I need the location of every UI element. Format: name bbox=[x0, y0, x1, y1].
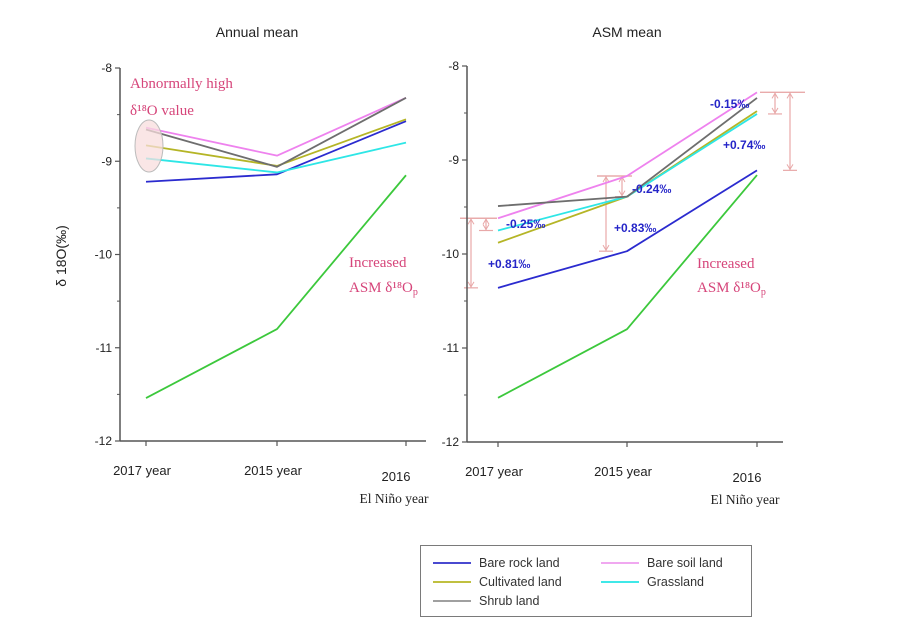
annotation-abnormally-high-line1: Abnormally high bbox=[130, 76, 233, 92]
y-tick-label: -10 bbox=[442, 247, 460, 261]
series-line-shrub-land bbox=[145, 97, 407, 168]
series-line-asm-18op bbox=[497, 174, 758, 399]
annotation-increased-left-subscript: p bbox=[413, 287, 418, 298]
annotation-increased-right-line2: ASM δ¹⁸Op bbox=[697, 280, 766, 298]
legend-label: Bare soil land bbox=[647, 556, 723, 570]
y-tick-label: -10 bbox=[95, 248, 113, 262]
series-line-shrub-land bbox=[497, 97, 758, 207]
y-tick-label: -12 bbox=[442, 435, 460, 449]
legend-label: Grassland bbox=[647, 575, 704, 589]
series-line-bare-rock-land bbox=[145, 120, 407, 183]
difference-label: -0.25‰ bbox=[506, 217, 545, 231]
y-tick-label: -8 bbox=[448, 59, 459, 73]
bracket-2016-el-ni-o-year-large-arrow-bottom bbox=[786, 164, 794, 171]
bracket-2015-year-small-arrow-bottom bbox=[618, 190, 626, 197]
series-line-grassland bbox=[145, 141, 407, 174]
difference-label: -0.15‰ bbox=[710, 97, 749, 111]
bracket-2015-year-large-arrow-top bbox=[602, 176, 610, 183]
bracket-2016-el-ni-o-year-small-arrow-top bbox=[771, 92, 779, 99]
difference-label: +0.74‰ bbox=[723, 138, 765, 152]
legend-item-bare-rock-land: Bare rock land bbox=[433, 556, 560, 570]
y-tick-label: -11 bbox=[96, 341, 113, 355]
highlight-ellipse bbox=[134, 119, 164, 173]
annotation-increased-right-subscript: p bbox=[761, 287, 766, 298]
x-tick-label: 2016 bbox=[382, 469, 411, 484]
legend-swatch-grassland bbox=[601, 581, 639, 583]
difference-label: +0.81‰ bbox=[488, 257, 530, 271]
x-tick-sublabel: El Niño year bbox=[711, 492, 780, 507]
annotation-increased-left-line2: ASM δ¹⁸Op bbox=[349, 280, 418, 298]
series-line-cultivated-land bbox=[145, 118, 407, 167]
difference-labels: -0.25‰ +0.81‰ -0.24‰ +0.83‰ -0.15‰ +0.74‰ bbox=[488, 97, 765, 271]
series-line-asm-18op bbox=[145, 174, 407, 399]
bracket-2015-year-large-arrow-bottom bbox=[602, 244, 610, 252]
y-tick-label: -8 bbox=[101, 61, 112, 75]
bracket-2016-el-ni-o-year-small-arrow-bottom bbox=[771, 107, 779, 114]
x-tick-label: 2016 bbox=[733, 470, 762, 485]
annotation-increased-right-line1: Increased bbox=[697, 256, 755, 272]
bracket-2017-year-small-arrow-bottom bbox=[482, 224, 490, 231]
x-tick-label: 2017 year bbox=[113, 463, 171, 478]
panel-annual-mean: Annual mean δ 18O(‰) -12 -11 -10 -9 -8 2017 y… bbox=[53, 24, 429, 506]
legend-swatch-bare-soil-land bbox=[601, 562, 639, 564]
legend-label: Cultivated land bbox=[479, 575, 562, 589]
legend: Bare rock land Bare soil land Cultivated… bbox=[420, 545, 752, 617]
y-tick-label: -9 bbox=[101, 154, 112, 168]
legend-swatch-bare-rock-land bbox=[433, 562, 471, 564]
difference-label: -0.24‰ bbox=[632, 182, 671, 196]
difference-label: +0.83‰ bbox=[614, 221, 656, 235]
legend-label: Bare rock land bbox=[479, 556, 560, 570]
legend-item-shrub-land: Shrub land bbox=[433, 594, 539, 608]
annotation-increased-left-text: ASM δ¹⁸O bbox=[349, 280, 413, 296]
series-lines-right bbox=[497, 91, 758, 399]
annotation-abnormally-high-line2: δ¹⁸O value bbox=[130, 103, 194, 119]
series-line-bare-soil-land bbox=[145, 97, 407, 157]
x-tick-sublabel: El Niño year bbox=[360, 491, 429, 506]
legend-item-bare-soil-land: Bare soil land bbox=[601, 556, 723, 570]
y-tick-label: -12 bbox=[95, 434, 113, 448]
legend-label: Shrub land bbox=[479, 594, 540, 608]
bracket-2017-year-small-arrow-top bbox=[482, 218, 490, 225]
bracket-2017-year-large-arrow-bottom bbox=[467, 281, 475, 288]
bracket-2016-el-ni-o-year-large-arrow-top bbox=[786, 92, 794, 99]
panel-title-annual-mean: Annual mean bbox=[216, 24, 299, 40]
difference-brackets bbox=[460, 91, 805, 289]
legend-item-grassland: Grassland bbox=[601, 575, 704, 589]
x-tick-label: 2015 year bbox=[594, 464, 652, 479]
series-line-bare-soil-land bbox=[497, 91, 758, 220]
x-tick-label: 2017 year bbox=[465, 464, 523, 479]
series-lines-left bbox=[145, 97, 407, 399]
y-tick-label: -11 bbox=[443, 341, 460, 355]
annotation-increased-left-line1: Increased bbox=[349, 255, 407, 271]
series-line-grassland bbox=[497, 113, 758, 232]
x-tick-label: 2015 year bbox=[244, 463, 302, 478]
panel-title-asm-mean: ASM mean bbox=[592, 24, 661, 40]
y-axis-label: δ 18O(‰) bbox=[53, 225, 69, 286]
legend-swatch-cultivated-land bbox=[433, 581, 471, 583]
series-line-bare-rock-land bbox=[497, 169, 758, 289]
legend-item-cultivated-land: Cultivated land bbox=[433, 575, 562, 589]
axes-right: -12 -11 -10 -9 -8 2017 year 2015 year 2016 El Ni… bbox=[442, 59, 783, 507]
axes-left: -12 -11 -10 -9 -8 2017 year 2015 year 2016 El Ni… bbox=[95, 61, 429, 506]
annotation-increased-right-text: ASM δ¹⁸O bbox=[697, 280, 761, 296]
panel-asm-mean: ASM mean -12 -11 -10 -9 -8 2017 year 2015 year… bbox=[442, 24, 805, 507]
y-tick-label: -9 bbox=[448, 153, 459, 167]
bracket-2017-year-large-arrow-top bbox=[467, 218, 475, 225]
legend-swatch-shrub-land bbox=[433, 600, 471, 602]
